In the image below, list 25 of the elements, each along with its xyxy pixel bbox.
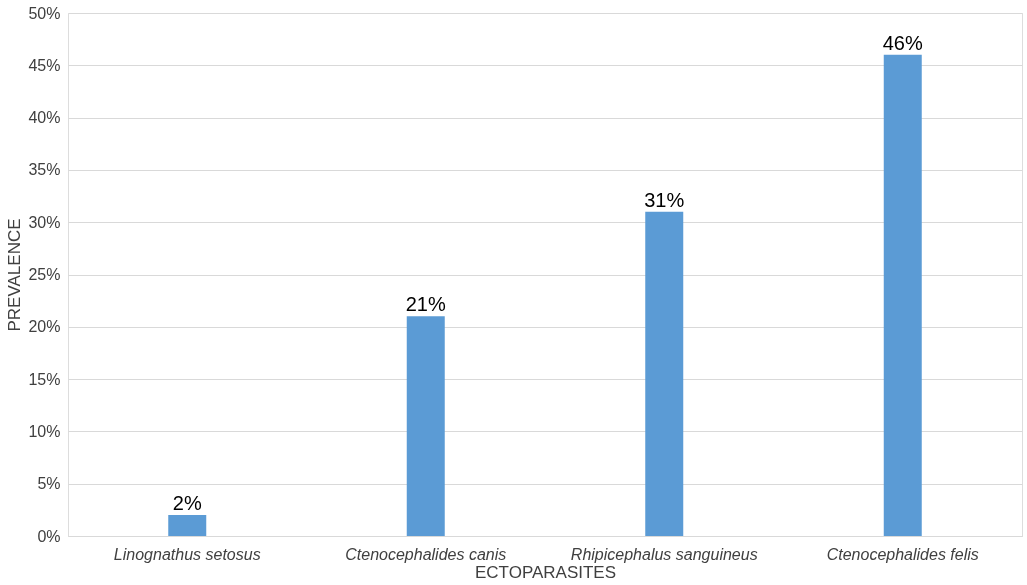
y-tick-label: 25% [28,266,61,283]
data-label: 31% [644,188,685,211]
y-axis-title: PREVALENCE [5,218,25,332]
y-tick-label: 45% [28,56,61,74]
x-tick-label: Ctenocephalides canis [345,545,507,563]
data-label: 2% [172,492,202,515]
y-tick-label: 40% [28,109,61,127]
bar [645,211,684,536]
data-label: 21% [405,293,446,316]
y-tick-label: 20% [28,318,61,336]
data-label: 46% [882,31,923,54]
y-tick-label: 50% [28,4,61,22]
bar [168,515,207,536]
x-tick-label: Ctenocephalides felis [826,545,979,563]
y-tick-label: 10% [28,422,61,440]
x-tick-label: Linognathus setosus [113,545,261,563]
bar [883,54,922,536]
y-tick-label: 35% [28,161,61,179]
x-axis-title: ECTOPARASITES [474,562,617,582]
y-tick-label: 30% [28,213,61,231]
y-tick-label: 15% [28,370,61,388]
bar [406,316,445,536]
y-tick-label: 0% [37,527,61,545]
x-tick-label: Rhipicephalus sanguineus [570,545,758,563]
y-tick-label: 5% [37,475,61,493]
